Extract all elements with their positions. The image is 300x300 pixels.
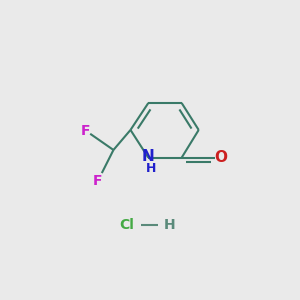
Text: N: N xyxy=(142,149,155,164)
Text: O: O xyxy=(214,150,227,165)
Text: Cl: Cl xyxy=(119,218,134,232)
Text: H: H xyxy=(164,218,175,232)
Text: F: F xyxy=(93,174,102,188)
Text: H: H xyxy=(146,162,156,175)
Text: F: F xyxy=(80,124,90,139)
